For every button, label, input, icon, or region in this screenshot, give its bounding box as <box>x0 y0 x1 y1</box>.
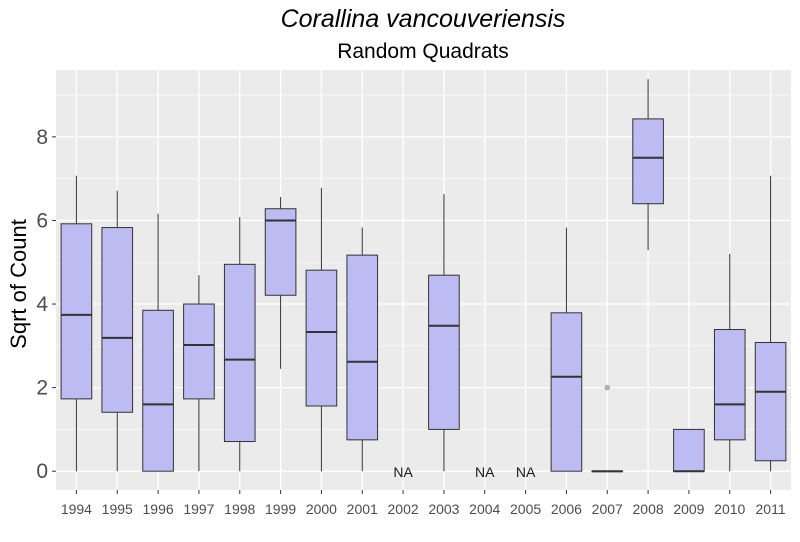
box-2007 <box>591 384 624 473</box>
plot-panel <box>56 70 791 490</box>
box-2004: NA <box>475 464 495 480</box>
box-2001 <box>346 227 379 472</box>
box-iqr <box>550 312 583 472</box>
box-iqr <box>632 118 664 205</box>
x-tick-label: 2004 <box>469 501 500 517</box>
box-iqr <box>142 309 174 472</box>
y-tick-label: 2 <box>36 377 48 400</box>
box-iqr <box>101 227 134 413</box>
x-tick-label: 2001 <box>347 501 378 517</box>
box-2008 <box>632 79 664 251</box>
box-1999 <box>264 197 297 369</box>
outlier-point <box>604 384 610 391</box>
box-iqr <box>754 341 787 462</box>
chart-subtitle: Random Quadrats <box>337 40 509 63</box>
x-tick-label: 2010 <box>714 501 745 517</box>
na-label: NA <box>393 464 413 480</box>
x-tick-label: 1999 <box>265 501 296 517</box>
y-tick-label: 0 <box>36 460 48 483</box>
chart-title: Corallina vancouveriensis <box>281 5 566 33</box>
box-1997 <box>183 275 215 472</box>
x-tick-label: 2009 <box>673 501 704 517</box>
x-tick-label: 2006 <box>551 501 582 517</box>
box-iqr <box>264 208 297 296</box>
x-tick-label: 1998 <box>224 501 255 517</box>
box-2003 <box>428 194 460 472</box>
box-1998 <box>223 217 256 472</box>
box-iqr <box>346 254 379 441</box>
box-1996 <box>142 213 174 472</box>
box-iqr <box>673 428 705 472</box>
y-axis-label: Sqrt of Count <box>6 219 31 349</box>
box-2011 <box>754 175 787 472</box>
y-tick-label: 8 <box>36 126 48 149</box>
y-axis: 0 2 4 6 8 <box>36 126 56 483</box>
na-label: NA <box>516 464 536 480</box>
x-tick-label: 2011 <box>756 501 786 517</box>
box-iqr <box>60 223 93 400</box>
box-iqr <box>428 274 460 430</box>
box-iqr <box>223 263 256 443</box>
box-2006 <box>550 227 583 472</box>
x-tick-label: 1997 <box>183 501 214 517</box>
box-2000 <box>305 187 338 472</box>
x-tick-label: 2003 <box>428 501 459 517</box>
x-tick-label: 2008 <box>633 501 664 517</box>
box-2002: NA <box>393 464 413 480</box>
y-tick-label: 6 <box>36 209 48 232</box>
y-tick-label: 4 <box>36 293 48 316</box>
x-tick-label: 2007 <box>592 501 623 517</box>
box-1995 <box>101 190 134 472</box>
x-tick-label: 2000 <box>306 501 337 517</box>
box-iqr <box>183 303 215 400</box>
box-2009 <box>673 428 705 473</box>
x-tick-label: 1996 <box>143 501 174 517</box>
x-tick-label: 1994 <box>61 501 92 517</box>
x-tick-label: 2005 <box>510 501 541 517</box>
x-tick-label: 1995 <box>102 501 133 517</box>
x-axis: 1994 1995 1996 1997 1998 1999 2000 2001 2002 2003… <box>61 490 786 517</box>
na-label: NA <box>475 464 495 480</box>
box-2010 <box>713 253 746 472</box>
box-iqr <box>305 269 338 407</box>
box-1994 <box>60 175 93 472</box>
x-tick-label: 2002 <box>388 501 419 517</box>
box-iqr <box>713 329 746 441</box>
box-2005: NA <box>516 464 536 480</box>
box-series: NA NA NA <box>60 79 787 480</box>
